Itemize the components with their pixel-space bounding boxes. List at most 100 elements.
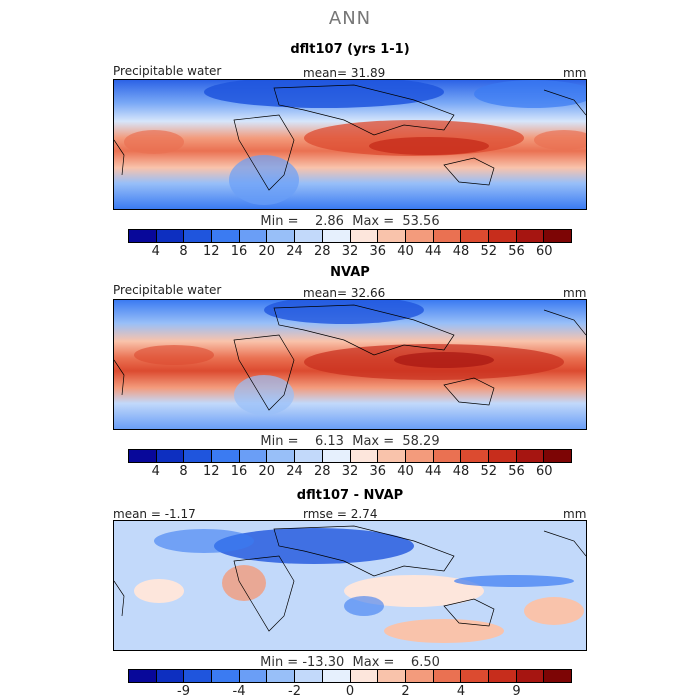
colorbar-tick-label: -9: [177, 684, 190, 699]
colorbar-tick-label: 32: [341, 464, 359, 479]
colorbar-swatch: [405, 450, 434, 462]
colorbar-swatch: [212, 230, 240, 242]
colorbar-swatch: [295, 670, 323, 682]
colorbar-tick-label: 40: [397, 464, 414, 479]
colorbar-swatch: [184, 670, 213, 682]
colorbar-tick-label: 0: [345, 684, 355, 699]
colorbar-tick-label: 28: [313, 244, 331, 259]
colorbar-swatch: [488, 230, 517, 242]
colorbar-swatch: [350, 450, 379, 462]
panel-1-map-field: [114, 80, 586, 209]
colorbar-swatch: [461, 450, 489, 462]
colorbar-tick-label: 2: [401, 684, 410, 699]
colorbar-tick-label: 8: [179, 244, 188, 259]
colorbar-swatch: [295, 450, 323, 462]
colorbar-tick-label: 24: [286, 464, 303, 479]
colorbar-swatch: [322, 450, 351, 462]
colorbar-tick-label: 4: [151, 244, 160, 259]
panel-2-units-label: mm: [563, 286, 587, 300]
panel-2-min-max: Min = 6.13 Max = 58.29: [260, 434, 440, 449]
panel-1-variable-label: Precipitable water: [113, 64, 222, 78]
colorbar-swatch: [516, 450, 545, 462]
colorbar-swatch: [239, 230, 268, 242]
colorbar-tick-label: 20: [258, 244, 276, 259]
colorbar-swatch: [239, 670, 268, 682]
colorbar-swatch: [378, 450, 406, 462]
colorbar-swatch: [405, 230, 434, 242]
colorbar-swatch: [184, 230, 213, 242]
colorbar-swatch: [461, 670, 489, 682]
colorbar-swatch: [129, 450, 157, 462]
colorbar-swatch: [433, 230, 462, 242]
colorbar-tick-label: 9: [512, 684, 521, 699]
panel-1-title: dflt107 (yrs 1-1): [290, 42, 410, 57]
colorbar-tick-label: -2: [288, 684, 301, 699]
colorbar-swatch: [405, 670, 434, 682]
panel-1-colorbar-ticks: 4 8 12 16 20 24 28 32 36 40 44 48 52 56 60: [128, 244, 572, 262]
colorbar-swatch: [350, 230, 379, 242]
panel-3-units-label: mm: [563, 507, 587, 521]
colorbar-tick-label: 52: [480, 244, 498, 259]
colorbar-tick-label: 56: [508, 464, 525, 479]
colorbar-tick-label: 48: [452, 464, 470, 479]
panel-2-mean-label: mean= 32.66: [303, 286, 386, 300]
colorbar-swatch: [129, 230, 157, 242]
colorbar-tick-label: 44: [424, 244, 442, 259]
panel-2-map: [113, 299, 587, 430]
colorbar-swatch: [378, 230, 406, 242]
colorbar-tick-label: 32: [341, 244, 359, 259]
colorbar-swatch: [156, 450, 185, 462]
colorbar-tick-label: 8: [179, 464, 188, 479]
colorbar-tick-label: 60: [535, 464, 553, 479]
colorbar-swatch: [544, 670, 571, 682]
colorbar-tick-label: 36: [369, 244, 387, 259]
colorbar-swatch: [156, 670, 185, 682]
colorbar-swatch: [461, 230, 489, 242]
colorbar-swatch: [378, 670, 406, 682]
colorbar-swatch: [544, 230, 571, 242]
panel-2-colorbar: [128, 449, 572, 463]
colorbar-swatch: [239, 450, 268, 462]
colorbar-tick-label: 16: [230, 464, 248, 479]
colorbar-swatch: [267, 230, 296, 242]
colorbar-tick-label: 12: [202, 244, 220, 259]
colorbar-swatch: [156, 230, 185, 242]
colorbar-tick-label: 36: [369, 464, 387, 479]
colorbar-swatch: [295, 230, 323, 242]
colorbar-swatch: [129, 670, 157, 682]
panel-2-title: NVAP: [330, 265, 370, 280]
colorbar-swatch: [322, 670, 351, 682]
panel-1-mean-label: mean= 31.89: [303, 66, 386, 80]
panel-1-units-label: mm: [563, 66, 587, 80]
colorbar-tick-label: 44: [424, 464, 442, 479]
panel-3-mean-label: mean = -1.17: [113, 507, 196, 521]
colorbar-tick-label: 28: [313, 464, 331, 479]
colorbar-swatch: [322, 230, 351, 242]
colorbar-tick-label: 4: [151, 464, 160, 479]
colorbar-tick-label: -4: [232, 684, 246, 699]
colorbar-swatch: [544, 450, 571, 462]
colorbar-swatch: [488, 450, 517, 462]
panel-3-map: [113, 520, 587, 651]
panel-3-colorbar-ticks: -9 -4 -2 0 2 4 9: [128, 684, 572, 700]
colorbar-swatch: [433, 450, 462, 462]
panel-2-colorbar-ticks: 4 8 12 16 20 24 28 32 36 40 44 48 52 56 60: [128, 464, 572, 482]
colorbar-swatch: [516, 230, 545, 242]
panel-3-min-max: Min = -13.30 Max = 6.50: [260, 655, 440, 670]
colorbar-tick-label: 16: [230, 244, 248, 259]
panel-1-map: [113, 79, 587, 210]
colorbar-tick-label: 48: [452, 244, 470, 259]
panel-3-title: dflt107 - NVAP: [296, 488, 404, 503]
colorbar-tick-label: 4: [456, 684, 466, 699]
colorbar-swatch: [488, 670, 517, 682]
figure-title: ANN: [328, 8, 372, 29]
colorbar-swatch: [184, 450, 213, 462]
colorbar-tick-label: 60: [535, 244, 553, 259]
colorbar-swatch: [212, 450, 240, 462]
panel-3-map-field: [114, 521, 586, 650]
colorbar-tick-label: 20: [258, 464, 276, 479]
colorbar-tick-label: 56: [508, 244, 525, 259]
panel-2-variable-label: Precipitable water: [113, 283, 222, 297]
colorbar-swatch: [267, 670, 296, 682]
panel-1-colorbar: [128, 229, 572, 243]
